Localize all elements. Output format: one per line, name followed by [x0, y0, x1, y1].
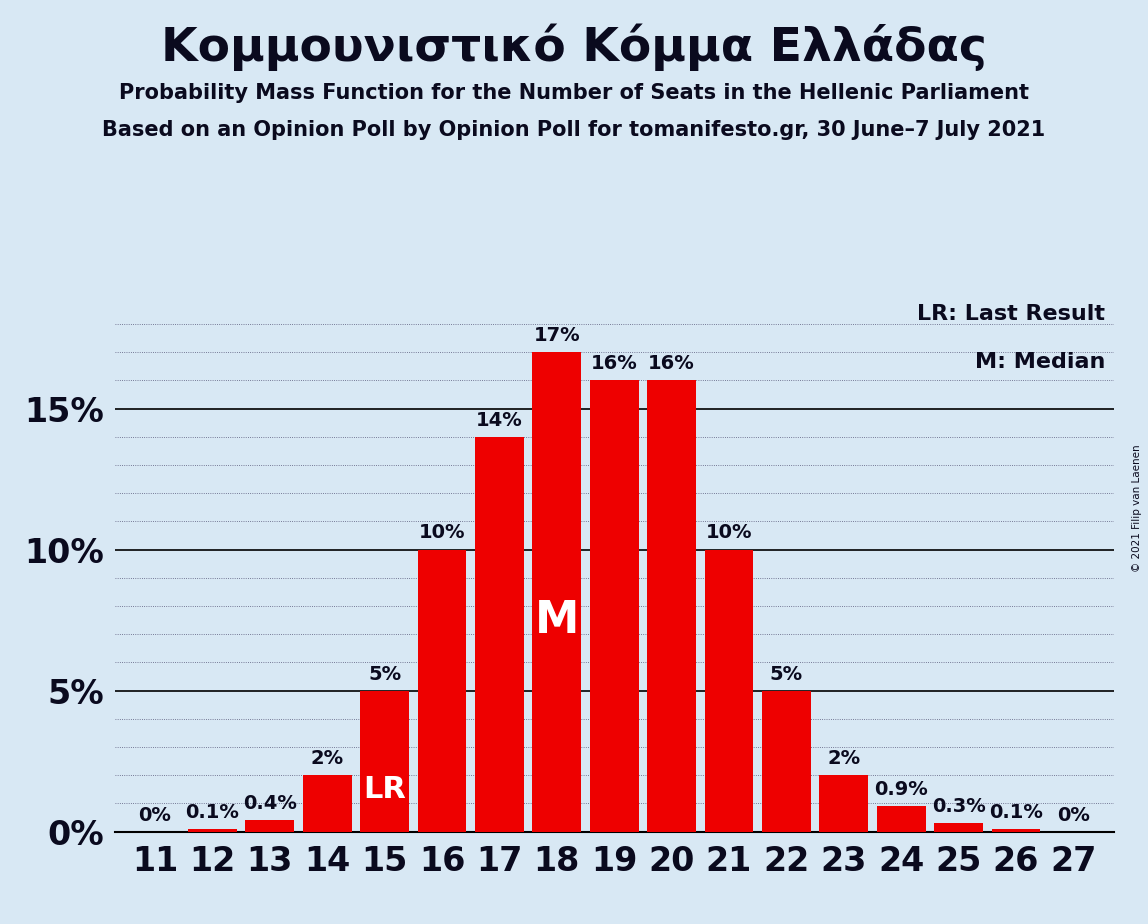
- Bar: [877, 807, 925, 832]
- Bar: [762, 690, 810, 832]
- Text: 16%: 16%: [649, 354, 695, 373]
- Text: 0%: 0%: [1057, 806, 1089, 824]
- Bar: [820, 775, 868, 832]
- Text: 10%: 10%: [419, 524, 465, 542]
- Text: 0.1%: 0.1%: [186, 803, 239, 821]
- Text: © 2021 Filip van Laenen: © 2021 Filip van Laenen: [1132, 444, 1142, 572]
- Text: Probability Mass Function for the Number of Seats in the Hellenic Parliament: Probability Mass Function for the Number…: [119, 83, 1029, 103]
- Text: M: Median: M: Median: [975, 352, 1104, 372]
- Text: Κομμουνιστικό Κόμμα Ελλάδας: Κομμουνιστικό Κόμμα Ελλάδας: [161, 23, 987, 70]
- Text: 2%: 2%: [311, 749, 343, 768]
- Text: 2%: 2%: [828, 749, 860, 768]
- Text: LR: LR: [363, 775, 406, 804]
- Bar: [418, 550, 466, 832]
- Text: 16%: 16%: [591, 354, 637, 373]
- Bar: [475, 437, 523, 832]
- Bar: [360, 690, 409, 832]
- Text: 5%: 5%: [369, 664, 401, 684]
- Bar: [303, 775, 351, 832]
- Bar: [590, 381, 638, 832]
- Text: Based on an Opinion Poll by Opinion Poll for tomanifesto.gr, 30 June–7 July 2021: Based on an Opinion Poll by Opinion Poll…: [102, 120, 1046, 140]
- Text: 0.4%: 0.4%: [243, 795, 296, 813]
- Bar: [705, 550, 753, 832]
- Bar: [934, 823, 983, 832]
- Text: 0.3%: 0.3%: [932, 797, 985, 816]
- Text: 5%: 5%: [770, 664, 802, 684]
- Text: 17%: 17%: [534, 326, 580, 345]
- Text: 0%: 0%: [139, 806, 171, 824]
- Text: 0.9%: 0.9%: [875, 780, 928, 799]
- Bar: [992, 829, 1040, 832]
- Bar: [647, 381, 696, 832]
- Bar: [246, 821, 294, 832]
- Bar: [533, 352, 581, 832]
- Bar: [188, 829, 236, 832]
- Text: 14%: 14%: [476, 410, 522, 430]
- Text: 10%: 10%: [706, 524, 752, 542]
- Text: M: M: [535, 599, 579, 642]
- Text: 0.1%: 0.1%: [990, 803, 1042, 821]
- Text: LR: Last Result: LR: Last Result: [917, 304, 1104, 323]
